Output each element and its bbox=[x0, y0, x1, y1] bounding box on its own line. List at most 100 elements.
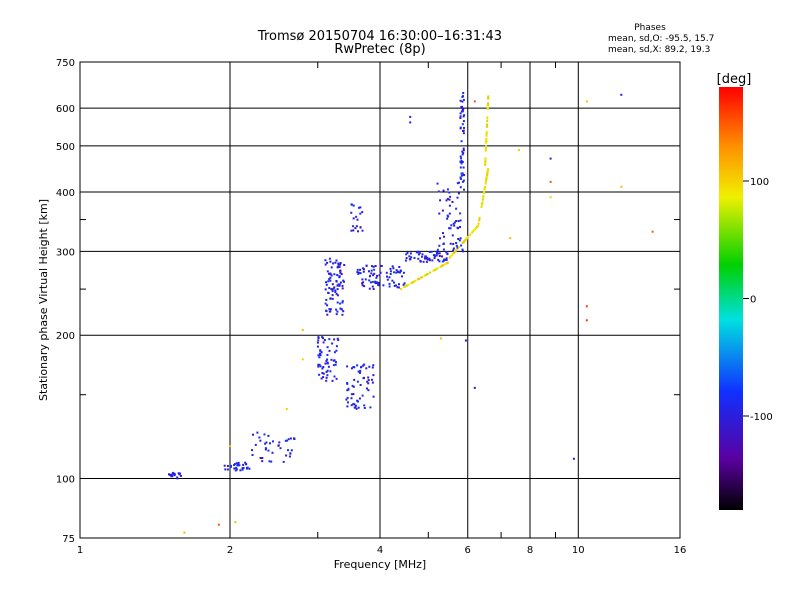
data-point bbox=[484, 161, 487, 164]
data-point bbox=[410, 256, 413, 259]
data-point bbox=[412, 280, 415, 283]
data-point bbox=[359, 369, 362, 372]
data-point bbox=[448, 256, 451, 259]
data-point bbox=[445, 262, 447, 265]
data-point bbox=[417, 278, 419, 281]
data-point bbox=[331, 294, 334, 297]
data-point bbox=[361, 394, 364, 397]
data-point bbox=[353, 378, 356, 381]
data-point bbox=[462, 166, 465, 169]
data-point bbox=[509, 237, 512, 240]
y-tick-label: 100 bbox=[56, 475, 75, 486]
data-point bbox=[485, 176, 488, 178]
data-point bbox=[469, 233, 472, 236]
data-point bbox=[361, 229, 364, 232]
data-point bbox=[486, 172, 489, 175]
data-point bbox=[482, 195, 485, 198]
data-point bbox=[477, 222, 480, 225]
data-point bbox=[418, 277, 421, 280]
data-point bbox=[396, 270, 399, 273]
data-point bbox=[404, 259, 407, 262]
data-point bbox=[461, 161, 464, 163]
data-point bbox=[423, 274, 426, 277]
data-point bbox=[336, 337, 339, 340]
data-point bbox=[620, 93, 623, 96]
data-point bbox=[339, 269, 342, 272]
data-point bbox=[549, 196, 552, 199]
data-point bbox=[335, 292, 338, 295]
data-point bbox=[183, 531, 186, 534]
data-point bbox=[341, 284, 344, 287]
data-point bbox=[318, 352, 321, 355]
data-point bbox=[317, 339, 320, 342]
data-point bbox=[226, 468, 229, 471]
data-point bbox=[473, 228, 476, 231]
data-point bbox=[473, 386, 476, 389]
data-point bbox=[350, 404, 353, 407]
data-point bbox=[242, 467, 245, 469]
data-point bbox=[327, 292, 330, 294]
data-point bbox=[326, 261, 329, 264]
data-point bbox=[336, 284, 339, 287]
data-point bbox=[322, 341, 325, 344]
data-point bbox=[459, 117, 462, 119]
data-point bbox=[339, 302, 342, 305]
data-point bbox=[457, 192, 460, 195]
data-point bbox=[445, 257, 448, 260]
data-point bbox=[379, 271, 382, 274]
data-point bbox=[463, 126, 465, 129]
data-point bbox=[486, 169, 489, 172]
data-point bbox=[517, 149, 520, 151]
data-point bbox=[549, 157, 552, 160]
data-point bbox=[359, 384, 362, 386]
data-point bbox=[244, 461, 247, 464]
data-point bbox=[333, 351, 336, 354]
data-point bbox=[331, 288, 334, 291]
data-point bbox=[461, 153, 464, 156]
data-point bbox=[485, 140, 488, 143]
data-point bbox=[585, 305, 588, 308]
data-point bbox=[357, 230, 359, 233]
data-point bbox=[328, 349, 331, 352]
data-point bbox=[460, 244, 463, 247]
y-tick-label: 600 bbox=[56, 104, 75, 115]
data-point bbox=[339, 271, 342, 274]
data-point bbox=[354, 227, 357, 230]
data-point bbox=[485, 134, 488, 137]
data-point bbox=[359, 206, 362, 209]
data-point bbox=[363, 407, 366, 409]
data-point bbox=[399, 269, 402, 272]
data-point bbox=[352, 393, 355, 396]
x-tick-label: 6 bbox=[465, 545, 471, 556]
data-point bbox=[449, 227, 452, 230]
data-point bbox=[268, 460, 271, 463]
data-point bbox=[452, 247, 455, 250]
data-point bbox=[252, 433, 254, 436]
data-point bbox=[251, 449, 253, 452]
data-point bbox=[352, 217, 355, 220]
data-point bbox=[330, 266, 333, 269]
x-tick-label: 2 bbox=[227, 545, 233, 556]
data-point bbox=[329, 260, 332, 263]
data-point bbox=[331, 297, 334, 300]
data-point bbox=[388, 282, 391, 285]
data-point bbox=[456, 226, 459, 229]
data-point bbox=[462, 130, 464, 132]
data-point bbox=[464, 339, 467, 342]
chart-subtitle: RwPretec (8p) bbox=[334, 42, 425, 57]
data-point bbox=[366, 387, 368, 390]
data-point bbox=[441, 255, 443, 258]
data-point bbox=[360, 366, 362, 369]
data-point bbox=[378, 274, 381, 277]
data-point bbox=[329, 370, 332, 373]
data-point bbox=[473, 100, 476, 103]
data-point bbox=[436, 182, 439, 185]
data-point bbox=[340, 273, 343, 275]
data-point bbox=[585, 319, 588, 322]
data-point bbox=[223, 464, 226, 467]
data-point bbox=[368, 275, 371, 278]
data-point bbox=[456, 246, 459, 249]
data-point bbox=[345, 398, 348, 401]
data-point bbox=[450, 224, 453, 227]
